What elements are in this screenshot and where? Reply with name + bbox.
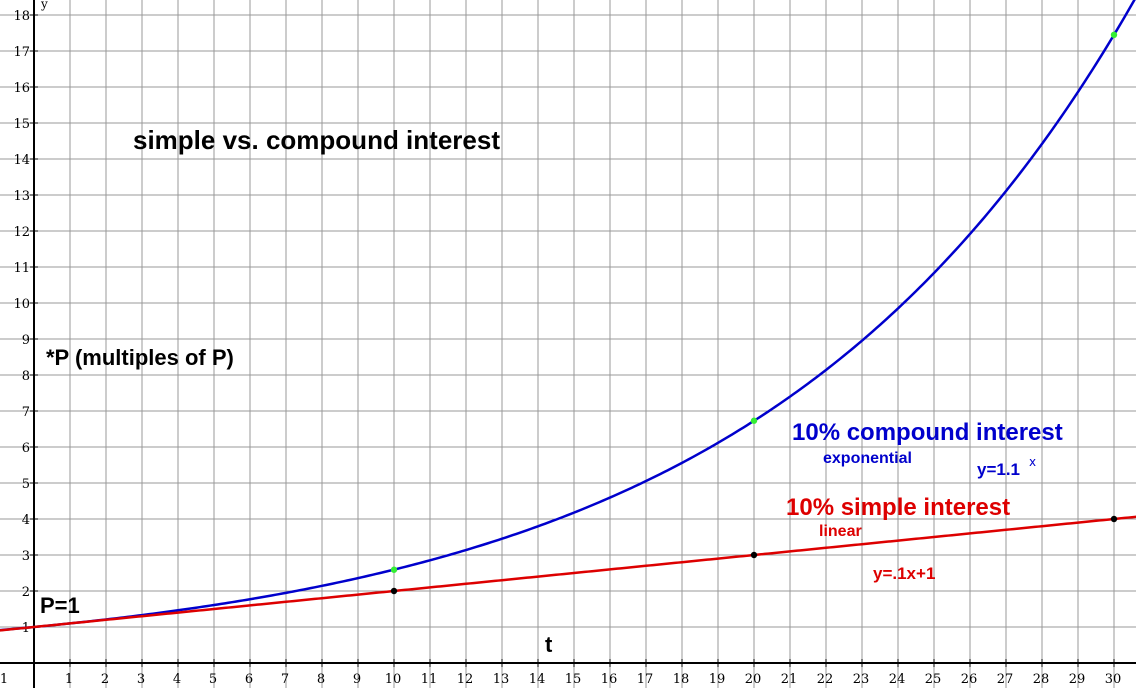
- x-tick-label: 22: [817, 672, 834, 687]
- x-axis-label: t: [545, 632, 553, 657]
- y-tick-label: 9: [22, 333, 30, 348]
- y-tick-label: 15: [13, 117, 30, 132]
- x-tick-label: 12: [457, 672, 474, 687]
- x-tick-label: 28: [1033, 672, 1050, 687]
- x-tick-label: 10: [385, 672, 402, 687]
- compound-sublabel: exponential: [823, 450, 912, 467]
- simple-data-point: [390, 587, 398, 595]
- x-tick-label: 16: [601, 672, 618, 687]
- x-tick-label: 3: [137, 672, 145, 687]
- x-tick-label: 11: [421, 672, 438, 687]
- x-tick-label: 30: [1105, 672, 1122, 687]
- x-tick-label: 21: [781, 672, 798, 687]
- compound-data-point: [750, 417, 758, 424]
- x-tick-label: 25: [925, 672, 942, 687]
- simple-interest-line: [0, 515, 1136, 632]
- x-tick-label: 26: [961, 672, 978, 687]
- principal-label: P=1: [40, 593, 80, 618]
- y-tick-label: 10: [13, 297, 30, 312]
- x-tick-label: 5: [209, 672, 217, 687]
- x-tick-label: 9: [353, 672, 361, 687]
- y-tick-label: 6: [22, 441, 30, 456]
- simple-sublabel: linear: [819, 523, 862, 540]
- compound-formula: y=1.1: [977, 460, 1020, 479]
- compound-series-label: 10% compound interest: [792, 419, 1063, 446]
- series-points: [390, 31, 1118, 595]
- series-lines: [0, 0, 1136, 632]
- compound-data-point: [1110, 31, 1118, 38]
- x-tick-labels: 1 1 2 3 4 5 6 7 8 9 10 11 12 13 14 15 16 17 18 19 20 21 22 23 24…: [0, 672, 1121, 687]
- y-tick-label: 13: [13, 189, 30, 204]
- y-tick-label: 12: [13, 225, 30, 240]
- x-tick-label: 17: [637, 672, 654, 687]
- y-tick-label: 2: [22, 585, 30, 600]
- y-axis-label: y: [40, 0, 48, 11]
- x-tick-label: 27: [997, 672, 1014, 687]
- x-tick-label: 14: [529, 672, 546, 687]
- x-tick-label: 2: [101, 672, 109, 687]
- x-tick-label: 23: [853, 672, 870, 687]
- y-tick-label: 3: [22, 549, 30, 564]
- y-tick-label: 17: [13, 45, 30, 60]
- y-tick-label: 18: [13, 9, 30, 24]
- x-tick-label: 20: [745, 672, 762, 687]
- simple-series-label: 10% simple interest: [786, 494, 1010, 521]
- x-tick-label: 4: [173, 672, 181, 687]
- x-tick-label: 15: [565, 672, 582, 687]
- compound-data-point: [390, 566, 398, 573]
- simple-data-point: [1110, 515, 1118, 523]
- x-tick-label: 1: [65, 672, 73, 687]
- x-tick-label: 18: [673, 672, 690, 687]
- y-tick-label: 5: [22, 477, 30, 492]
- y-tick-label: 8: [22, 369, 30, 384]
- y-tick-label: 7: [22, 405, 30, 420]
- simple-data-point: [750, 551, 758, 559]
- x-tick-label: 29: [1069, 672, 1086, 687]
- x-tick-label: 13: [493, 672, 510, 687]
- chart-title: simple vs. compound interest: [133, 125, 500, 155]
- simple-formula: y=.1x+1: [873, 564, 935, 583]
- y-tick-label: 16: [13, 81, 30, 96]
- x-tick-label: 7: [281, 672, 289, 687]
- x-tick-label: 8: [317, 672, 325, 687]
- y-tick-label: 11: [13, 261, 30, 276]
- x-tick-label: 6: [245, 672, 253, 687]
- x-tick-label: 1: [0, 672, 8, 687]
- x-tick-label: 24: [889, 672, 906, 687]
- x-tick-label: 19: [709, 672, 726, 687]
- compound-formula-exponent: x: [1029, 455, 1036, 469]
- y-tick-label: 4: [22, 513, 30, 528]
- multiples-of-p-note: *P (multiples of P): [46, 345, 234, 370]
- y-tick-label: 14: [13, 153, 30, 168]
- compound-interest-line: [0, 0, 1136, 632]
